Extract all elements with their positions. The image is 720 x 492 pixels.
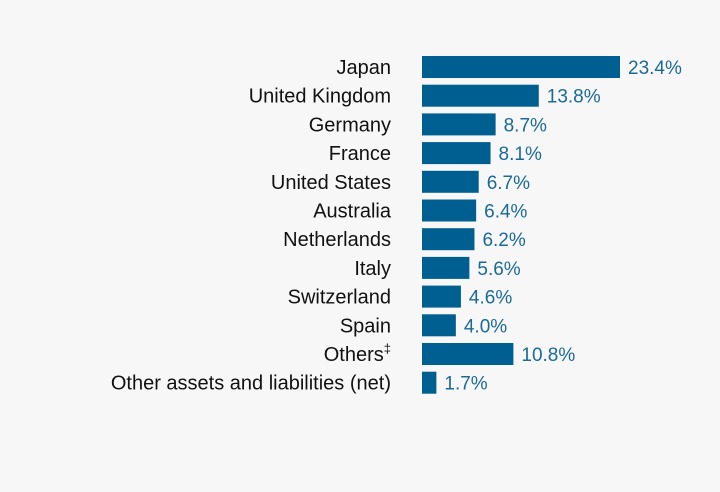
bar-5	[422, 199, 477, 222]
bar-11	[422, 371, 437, 394]
value-label-8: 4.6%	[469, 288, 512, 309]
category-label-11: Other assets and liabilities (net)	[111, 373, 391, 395]
bars-group	[422, 56, 620, 394]
value-label-6: 6.2%	[482, 230, 525, 251]
value-label-10: 10.8%	[521, 345, 575, 366]
category-label-9: Spain	[340, 315, 391, 337]
category-footnote-mark-10: ‡	[384, 341, 391, 356]
value-label-4: 6.7%	[487, 173, 530, 194]
bar-1	[422, 84, 539, 107]
category-label-7: Italy	[354, 258, 391, 280]
bar-8	[422, 285, 461, 308]
category-label-8: Switzerland	[288, 287, 391, 309]
bar-2	[422, 113, 496, 136]
value-label-5: 6.4%	[484, 202, 527, 223]
bar-6	[422, 228, 475, 251]
category-label-3: France	[329, 143, 391, 165]
value-label-9: 4.0%	[464, 316, 507, 337]
value-label-2: 8.7%	[504, 115, 547, 136]
bar-0	[422, 56, 620, 78]
category-label-10: Others‡	[324, 341, 391, 366]
category-label-1: United Kingdom	[249, 86, 391, 108]
bar-10	[422, 343, 514, 365]
category-label-6: Netherlands	[283, 229, 391, 251]
category-label-4: United States	[271, 172, 391, 194]
value-label-0: 23.4%	[628, 58, 682, 79]
value-label-11: 1.7%	[444, 374, 487, 395]
category-labels-group: Japan United Kingdom Germany France United S…	[111, 57, 392, 395]
category-label-0: Japan	[337, 57, 392, 79]
bar-9	[422, 314, 456, 337]
bar-7	[422, 256, 470, 279]
category-label-5: Australia	[313, 201, 392, 223]
value-label-3: 8.1%	[499, 144, 542, 165]
value-labels-group: 23.4% 13.8%8.7% 8.1% 6.7% 6.4% 6.2% 5.6% 4.6% 4.…	[444, 58, 682, 395]
bar-3	[422, 142, 491, 165]
value-label-7: 5.6%	[477, 259, 520, 280]
value-label-1: 13.8%	[547, 87, 601, 108]
category-label-2: Germany	[309, 114, 391, 136]
bar-4	[422, 170, 479, 193]
